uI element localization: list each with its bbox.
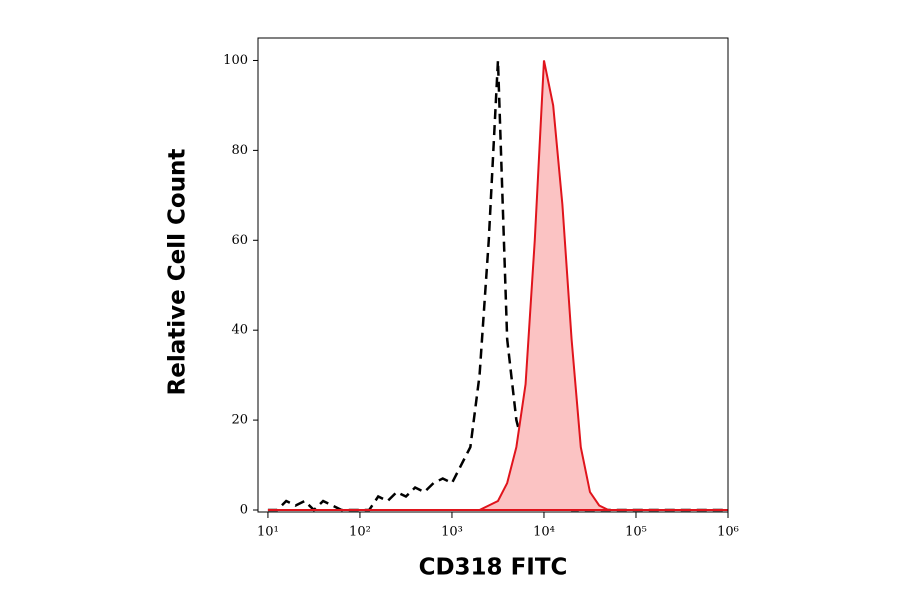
y-tick-label: 60	[231, 233, 248, 248]
y-tick-label: 20	[231, 413, 248, 428]
x-tick-label: 10¹	[257, 525, 279, 540]
series-line	[267, 60, 728, 512]
y-tick-label: 0	[240, 503, 248, 518]
series-line	[267, 60, 728, 511]
plot-frame	[257, 37, 729, 513]
x-axis-title: CD318 FITC	[419, 555, 568, 581]
y-tick-label: 80	[231, 143, 248, 158]
x-tick-label: 10⁴	[533, 525, 555, 540]
x-tick-label: 10⁶	[717, 525, 739, 540]
y-axis-title: Relative Cell Count	[165, 149, 191, 396]
x-tick-label: 10³	[441, 525, 463, 540]
x-tick-label: 10⁵	[625, 525, 647, 540]
x-tick-label: 10²	[349, 525, 371, 540]
y-tick-label: 100	[223, 53, 248, 68]
y-tick-label: 40	[231, 323, 248, 338]
